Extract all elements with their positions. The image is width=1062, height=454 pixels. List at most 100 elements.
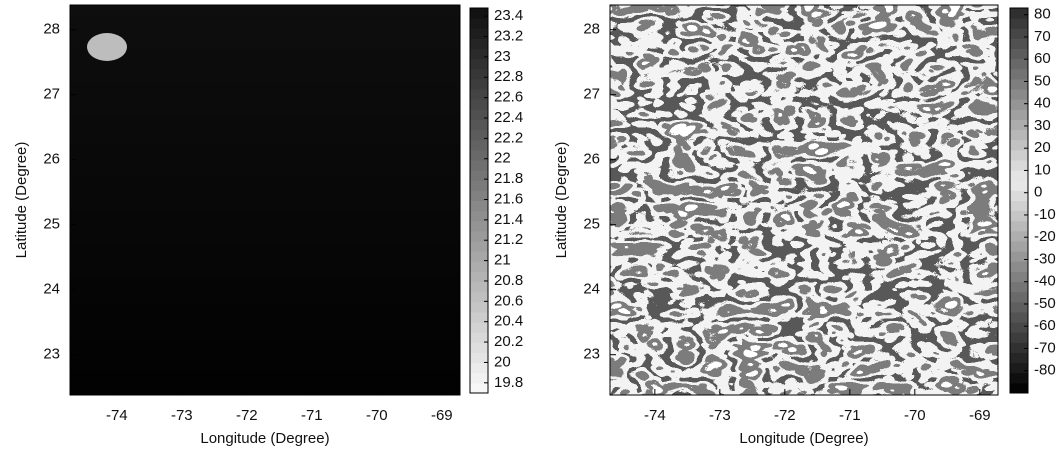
colorbar-band [470,149,488,161]
y-tick-label: 23 [43,346,60,363]
colorbar-band [470,18,488,29]
y-axis-label: Latitude (Degree) [553,142,570,259]
colorbar-band [1010,291,1028,303]
colorbar-tick-label: 19.8 [494,374,523,391]
x-axis-label: Longitude (Degree) [200,430,329,447]
colorbar-tick-label: 22.6 [494,89,523,106]
colorbar-band [470,99,488,110]
warm-spot [87,33,127,61]
x-tick-label: -72 [774,407,796,424]
plot-frame [609,4,999,396]
colorbar-tick-label: -40 [1034,273,1056,290]
colorbar-tick-label: 20.2 [494,333,523,350]
colorbar-tick-label: 20.8 [494,272,523,289]
colorbar-band [470,352,488,364]
x-tick-label: -71 [839,407,861,424]
colorbar-tick-label: -70 [1034,339,1056,356]
colorbar-tick-label: 21.6 [494,190,523,207]
colorbar-band [1010,28,1028,39]
colorbar-band [470,311,488,323]
colorbar-band [1010,332,1028,343]
colorbar-band [1010,210,1028,222]
colorbar-band [470,129,488,141]
colorbar-tick-label: 22.4 [494,109,523,126]
colorbar-band [470,332,488,343]
colorbar-tick-label: 22.2 [494,129,523,146]
colorbar-tick-label: 70 [1034,28,1051,45]
colorbar-tick-label: 23.2 [494,27,523,44]
colorbar-band [1010,311,1028,323]
colorbar-band [470,28,488,39]
colorbar-band [1010,68,1028,80]
colorbar-tick-label: -10 [1034,206,1056,223]
colorbar-tick-label: -20 [1034,228,1056,245]
colorbar-tick-label: -50 [1034,295,1056,312]
colorbar-band [470,58,488,70]
colorbar-band [470,119,488,131]
x-tick-label: -71 [301,407,323,424]
colorbar-band [1010,200,1028,212]
x-tick-label: -72 [236,407,258,424]
y-tick-label: 28 [583,21,600,38]
colorbar-band [470,230,488,242]
colorbar-band [470,210,488,222]
colorbar-band [1010,241,1028,252]
colorbar-tick-label: 22 [494,150,511,167]
colorbar-band [1010,230,1028,242]
colorbar-band [470,78,488,90]
colorbar-band [1010,342,1028,353]
colorbar-band [1010,58,1028,70]
x-axis-label: Longitude (Degree) [739,430,868,447]
x-tick-label: -74 [644,407,666,424]
colorbar-band [1010,109,1028,120]
colorbar-band [1010,170,1028,181]
colorbar-band [1010,190,1028,201]
colorbar-band [470,251,488,262]
x-tick-label: -69 [431,407,453,424]
colorbar-band [470,291,488,303]
colorbar-band [470,180,488,191]
colorbar-tick-label: 50 [1034,72,1051,89]
x-tick-label: -70 [366,407,388,424]
y-tick-label: 26 [583,151,600,168]
colorbar-band [470,342,488,353]
colorbar-band [1010,18,1028,29]
colorbar-band [470,382,488,394]
colorbar-band [1010,362,1028,374]
plot-frame [69,4,461,396]
x-tick-label: -70 [904,407,926,424]
colorbar-tick-label: 40 [1034,95,1051,112]
colorbar-band [470,362,488,374]
colorbar-band [470,68,488,80]
colorbar-band [470,38,488,50]
colorbar-frame [1009,7,1029,394]
y-tick-label: 25 [43,216,60,233]
colorbar-tick-label: 0 [1034,184,1042,201]
colorbar-band [470,48,488,60]
colorbar-tick-label: 20 [1034,139,1051,156]
y-tick-label: 28 [43,21,60,38]
colorbar-band [1010,99,1028,110]
colorbar-band [1010,261,1028,272]
y-tick-label: 25 [583,216,600,233]
y-tick-label: 23 [583,346,600,363]
colorbar-tick-label: -30 [1034,250,1056,267]
colorbar-tick-label: 23.4 [494,7,523,24]
colorbar-band [1010,119,1028,131]
colorbar-band [1010,89,1028,100]
colorbar-tick-label: -80 [1034,362,1056,379]
colorbar-band [1010,48,1028,60]
colorbar-band [1010,322,1028,333]
colorbar-band [470,281,488,293]
colorbar-band [470,301,488,313]
x-tick-label: -74 [106,407,128,424]
colorbar-band [470,190,488,201]
colorbar-tick-label: 20.4 [494,313,523,330]
colorbar-tick-label: -60 [1034,317,1056,334]
colorbar-band [470,159,488,171]
y-tick-label: 26 [43,151,60,168]
colorbar-band [1010,372,1028,384]
colorbar-frame [469,7,489,394]
x-tick-label: -69 [969,407,991,424]
